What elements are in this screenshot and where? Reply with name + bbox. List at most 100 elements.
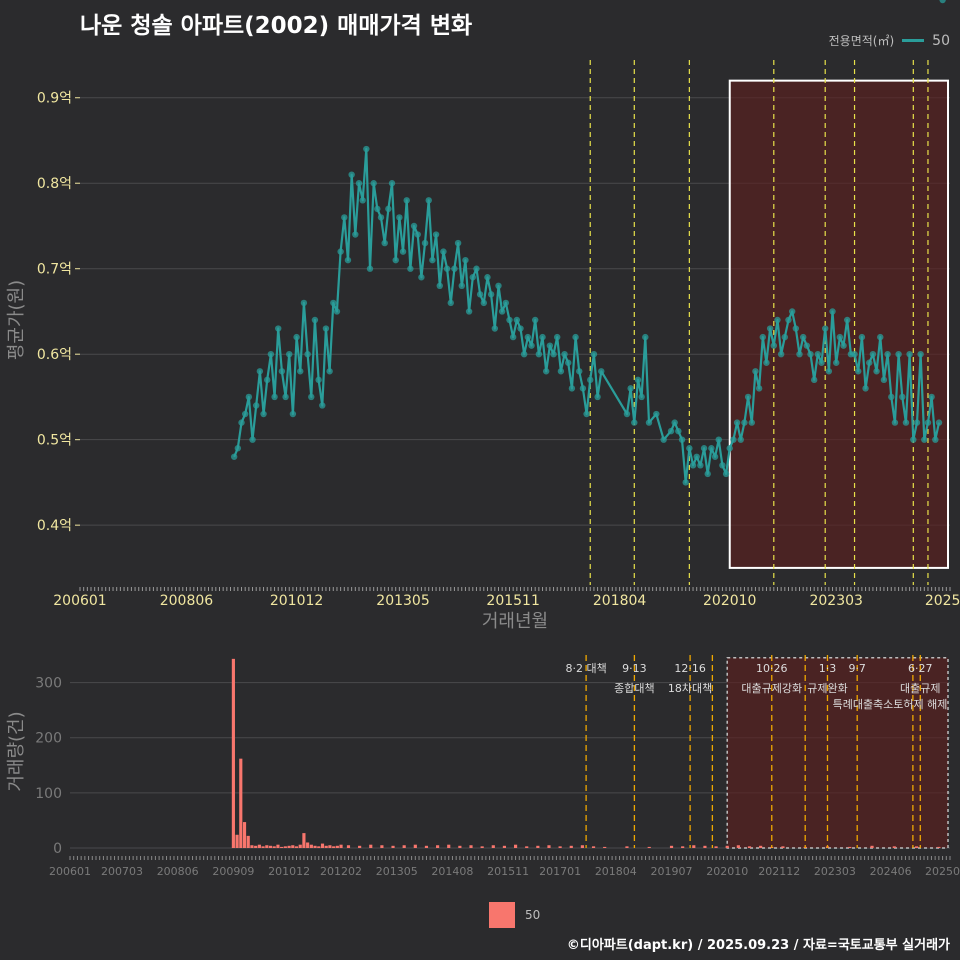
volume-bar [246,835,250,848]
volume-bar [242,822,247,848]
price-panel: 0.4억 0.5억 0.6억 0.7억 0.8억 0.9억 200601 200806 2010… [6,0,960,632]
volume-bar [291,845,295,848]
volume-bar [915,846,919,848]
volume-bar [261,846,265,848]
volume-bar [469,845,473,848]
volume-x-tick-label: 202406 [870,865,912,878]
legend-title: 전용면적(㎡) [828,34,895,48]
volume-bar [391,845,395,848]
volume-bar [436,845,440,848]
volume-bar [603,846,607,848]
price-legend: 전용면적(㎡) 50 [829,32,950,49]
volume-bar [413,844,417,848]
price-x-axis-title: 거래년월 [482,611,548,632]
page-title: 나운 청솔 아파트(2002) 매매가격 변화 [80,13,473,39]
price-y-tick-label: 0.6억 [37,347,72,363]
volume-x-tick-label: 201202 [320,865,362,878]
price-x-tick-label: 201012 [270,593,323,609]
volume-bar [332,846,336,848]
policy-label-date: 10·26 [756,662,788,675]
volume-bar [692,845,696,848]
volume-bar [458,845,462,848]
policy-label-date: 9·13 [622,662,647,675]
volume-x-tick-label: 202112 [758,865,800,878]
volume-bar [280,846,284,848]
volume-bar [502,845,507,848]
volume-legend: 50 [489,902,540,928]
price-series-line [233,147,941,484]
volume-bar [870,845,874,848]
volume-bar [848,846,852,848]
volume-x-tick-label: 201907 [651,865,693,878]
volume-bar [781,846,785,848]
volume-bar [309,844,313,848]
volume-bar [892,846,896,848]
volume-bar [402,845,406,848]
price-point [939,0,946,4]
volume-bar [317,846,321,848]
volume-bar [480,846,484,848]
volume-bar [536,845,540,848]
volume-bar [328,845,332,848]
volume-x-tick-label: 201305 [376,865,418,878]
volume-x-tick-label: 20250 [925,865,960,878]
volume-bar [369,844,373,848]
volume-bar [283,846,287,848]
volume-bar [346,845,351,848]
volume-bar [257,844,261,848]
policy-label-extra: 특례대출축소토허제 해제 [833,697,948,711]
policy-label-name: 대출규제강화 [741,682,802,695]
volume-bar [324,845,328,848]
volume-bar [239,758,243,848]
volume-bar [294,846,299,848]
volume-bar [736,845,740,848]
volume-y-tick-label: 0 [53,841,62,857]
volume-bar [591,846,596,848]
footer-credit: ©디아파트(dapt.kr) / 2025.09.23 / 자료=국토교통부 실… [566,938,950,953]
policy-label-name: 대출규제 [900,682,940,695]
price-x-tick-label: 201804 [593,593,647,609]
volume-bar [254,845,258,848]
volume-bar [250,845,254,848]
volume-bar [937,846,941,848]
volume-bar [268,845,273,848]
volume-bar [647,846,651,848]
policy-label-date: 6·27 [908,662,933,675]
price-y-tick-label: 0.7억 [37,262,72,278]
volume-bar [380,845,384,848]
volume-x-tick-label: 201012 [268,865,310,878]
price-x-tick-label: 200601 [53,593,106,609]
price-y-tick-label: 0.4억 [37,518,72,534]
price-y-tick-label: 0.9억 [37,91,72,107]
policy-label-name: 종합대책 [614,682,654,695]
volume-panel: 0 100 200 300 8·2 대책 9·13 종합대책 12·16 18차대책 10·26 대… [6,655,960,878]
volume-bar [302,833,306,848]
volume-x-tick-label: 200703 [101,865,143,878]
volume-x-tick-label: 201804 [595,865,637,878]
volume-y-tick-label: 300 [35,676,62,692]
policy-label-date: 12·16 [674,662,706,675]
volume-x-tick-label: 202010 [706,865,748,878]
volume-x-tick-label: 201511 [487,865,529,878]
volume-bar [447,844,451,848]
volume-bar [287,845,291,848]
policy-label-date: 8·2 대책 [565,662,606,675]
volume-bar [298,844,302,848]
policy-label-name: 18차대책 [668,682,712,695]
price-y-tick-label: 0.8억 [37,176,72,192]
volume-bar [358,845,362,848]
price-x-tick-label: 200806 [160,593,214,609]
volume-x-tick-label: 200909 [212,865,254,878]
legend-series-label: 50 [932,32,950,49]
volume-bar [580,845,584,848]
volume-bar [547,845,551,848]
volume-bar [235,834,239,848]
volume-bar [339,844,343,848]
volume-bar [703,845,707,848]
volume-bar [231,658,235,848]
volume-x-tick-label: 201701 [539,865,581,878]
volume-bar [569,845,573,848]
price-x-tick-label: 202010 [703,593,756,609]
